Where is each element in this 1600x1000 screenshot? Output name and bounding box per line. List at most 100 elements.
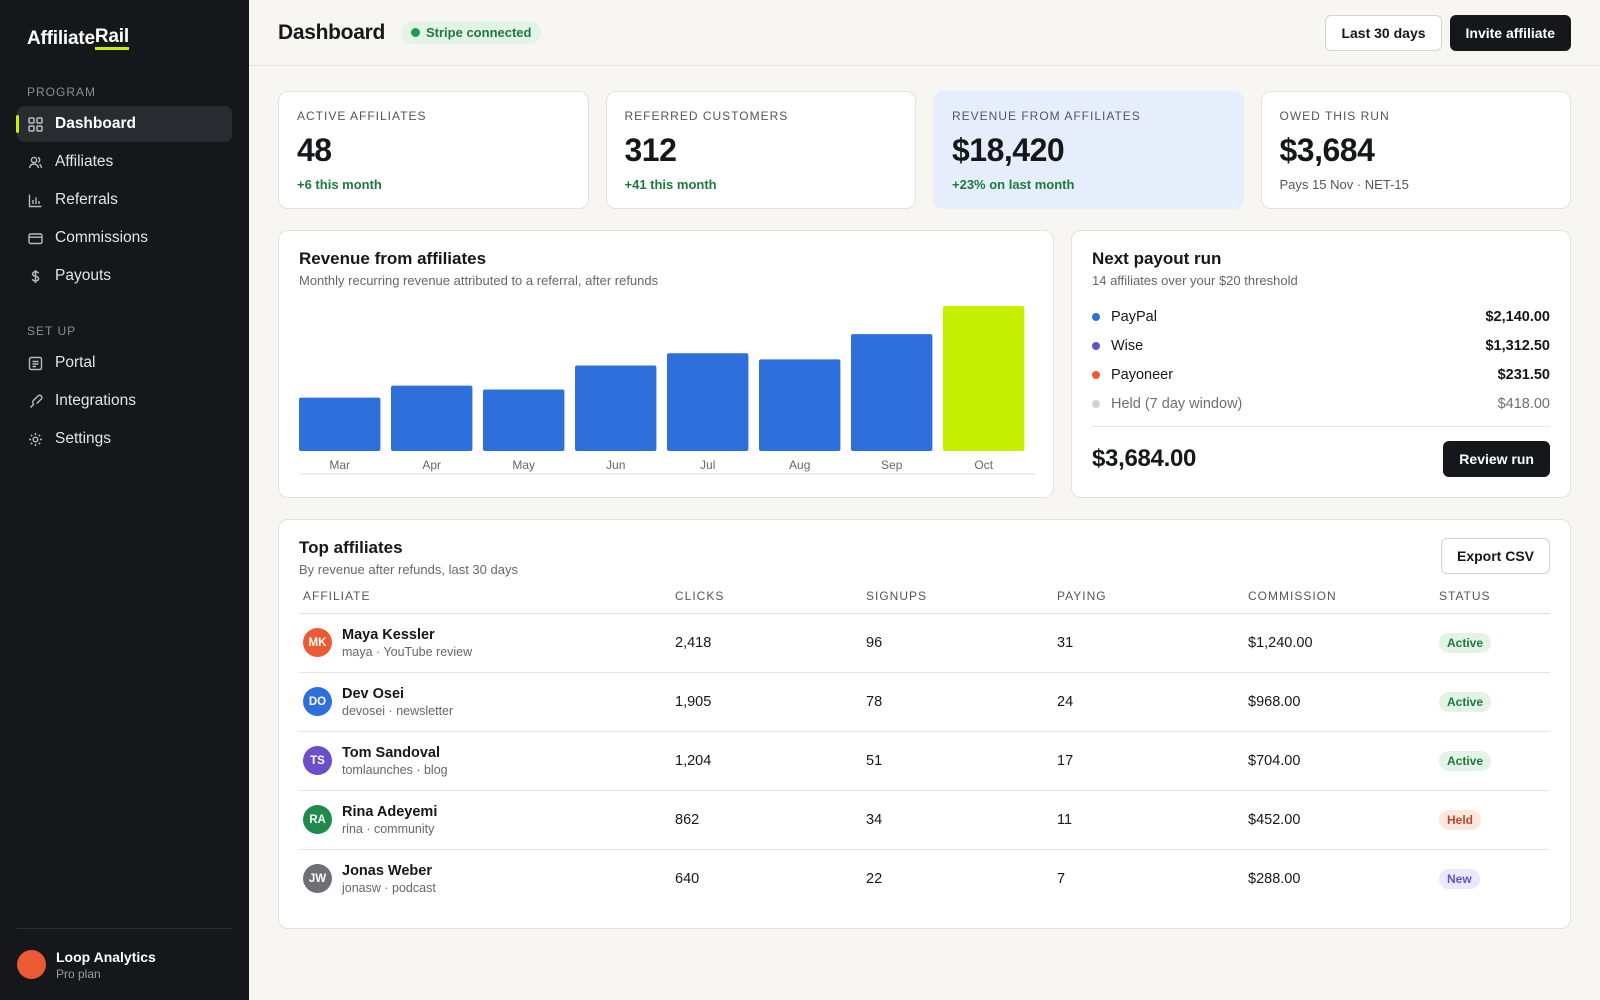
col-signups[interactable]: SIGNUPS bbox=[862, 589, 1053, 614]
bar-apr[interactable] bbox=[391, 385, 473, 451]
nav-section-program: PROGRAM bbox=[27, 85, 97, 99]
method-name: Wise bbox=[1111, 337, 1144, 354]
brand-logo[interactable]: Affiliate Rail bbox=[17, 0, 232, 77]
tick-label: Oct bbox=[974, 458, 993, 472]
sidebar-item-label: Referrals bbox=[55, 191, 118, 208]
sidebar-item-label: Settings bbox=[55, 430, 112, 447]
date-range-button[interactable]: Last 30 days bbox=[1325, 14, 1442, 51]
content: ACTIVE AFFILIATES 48 +6 this month REFER… bbox=[249, 66, 1600, 929]
method-dot-icon bbox=[1092, 312, 1100, 321]
bar-jun[interactable] bbox=[575, 365, 657, 452]
sidebar-item-dashboard[interactable]: Dashboard bbox=[16, 106, 232, 142]
table-row[interactable]: TS Tom Sandoval tomlaunches · blog 1,204 51 1… bbox=[299, 731, 1550, 791]
bar-jul[interactable] bbox=[667, 353, 749, 451]
review-run-button[interactable]: Review run bbox=[1443, 441, 1550, 477]
affiliate-name[interactable]: Maya Kessler bbox=[342, 626, 435, 643]
nav-section-setup: SET UP bbox=[27, 324, 77, 338]
cell-status: Active bbox=[1435, 672, 1550, 732]
status-badge: Stripe connected bbox=[401, 21, 542, 44]
method-dot-icon bbox=[1092, 399, 1100, 408]
export-csv-button[interactable]: Export CSV bbox=[1440, 538, 1550, 574]
stats-row: ACTIVE AFFILIATES 48 +6 this month REFER… bbox=[278, 91, 1571, 209]
top-affiliates-card: Top affiliates By revenue after refunds,… bbox=[278, 519, 1571, 929]
stat-change: +23% on last month bbox=[952, 177, 1075, 192]
method-name: Held (7 day window) bbox=[1111, 395, 1243, 412]
cell-paying: 7 bbox=[1057, 870, 1066, 887]
tick-label: Jul bbox=[700, 458, 715, 472]
sidebar-item-affiliates[interactable]: Affiliates bbox=[17, 144, 232, 180]
stat-label: REFERRED CUSTOMERS bbox=[624, 109, 789, 123]
bar-oct[interactable] bbox=[943, 306, 1025, 451]
sidebar-item-portal[interactable]: Portal bbox=[17, 345, 232, 381]
col-clicks[interactable]: CLICKS bbox=[671, 589, 862, 614]
table-row[interactable]: MK Maya Kessler maya · YouTube review 2,418… bbox=[299, 613, 1550, 673]
affiliate-meta: devosei · newsletter bbox=[342, 703, 454, 718]
nav-program: PROGRAM Dashboard Affiliates Referrals C… bbox=[16, 77, 232, 296]
col-status[interactable]: STATUS bbox=[1435, 589, 1550, 614]
dollar-icon bbox=[27, 268, 43, 284]
method-name: PayPal bbox=[1111, 308, 1157, 325]
link-icon bbox=[27, 393, 43, 409]
bar-mar[interactable] bbox=[299, 397, 381, 451]
cell-commission: $1,240.00 bbox=[1244, 613, 1435, 673]
card-icon bbox=[27, 230, 43, 246]
method-amount: $231.50 bbox=[1497, 366, 1550, 383]
table-subtitle: By revenue after refunds, last 30 days bbox=[299, 562, 518, 577]
stat-revenue-from-affiliates: REVENUE FROM AFFILIATES $18,420 +23% on … bbox=[933, 91, 1244, 209]
affiliate-meta: rina · community bbox=[342, 821, 435, 836]
users-icon bbox=[27, 154, 43, 170]
col-affiliate[interactable]: AFFILIATE bbox=[299, 589, 671, 614]
cell-paying: 11 bbox=[1053, 790, 1244, 850]
cell-paying: 17 bbox=[1053, 731, 1244, 791]
chart-svg: Mar Apr May Jun Jul Aug Sep Oct bbox=[299, 306, 1035, 475]
cell-signups: 78 bbox=[862, 672, 1053, 732]
affiliate-cell: RA Rina Adeyemi rina · community bbox=[303, 804, 671, 836]
cell-commission: $452.00 bbox=[1244, 790, 1435, 850]
bar-sep[interactable] bbox=[851, 334, 933, 451]
divider bbox=[1092, 426, 1550, 427]
stat-active-affiliates: ACTIVE AFFILIATES 48 +6 this month bbox=[278, 91, 589, 209]
chart-title: Revenue from affiliates bbox=[299, 249, 487, 268]
cell-commission: $288.00 bbox=[1248, 870, 1301, 887]
sidebar-item-payouts[interactable]: Payouts bbox=[17, 258, 232, 294]
sidebar-item-integrations[interactable]: Integrations bbox=[17, 383, 232, 419]
affiliate-name[interactable]: Jonas Weber bbox=[342, 862, 432, 879]
affiliate-cell: TS Tom Sandoval tomlaunches · blog bbox=[303, 745, 671, 777]
stat-label: OWED THIS RUN bbox=[1279, 109, 1390, 123]
sidebar-item-commissions[interactable]: Commissions bbox=[17, 220, 232, 256]
col-paying[interactable]: PAYING bbox=[1053, 589, 1244, 614]
cell-signups: 22 bbox=[866, 870, 883, 887]
stat-value: 312 bbox=[624, 132, 677, 168]
account-switcher[interactable]: Loop Analytics Pro plan bbox=[17, 928, 232, 1000]
sidebar: Affiliate Rail PROGRAM Dashboard Affiliat… bbox=[0, 0, 249, 1000]
sidebar-item-settings[interactable]: Settings bbox=[17, 421, 232, 457]
sidebar-item-label: Dashboard bbox=[55, 115, 136, 132]
table-row[interactable]: JW Jonas Weber jonasw · podcast 640 22 7 $288.… bbox=[299, 849, 1550, 908]
cell-signups: 34 bbox=[862, 790, 1053, 850]
tick-label: Aug bbox=[789, 458, 810, 472]
affiliate-name[interactable]: Dev Osei bbox=[342, 685, 405, 702]
affiliate-meta: tomlaunches · blog bbox=[342, 762, 448, 777]
method-amount: $1,312.50 bbox=[1485, 337, 1550, 354]
table-row[interactable]: RA Rina Adeyemi rina · community 862 34 11 $45… bbox=[299, 790, 1550, 850]
invite-affiliate-button[interactable]: Invite affiliate bbox=[1449, 14, 1571, 51]
bar-may[interactable] bbox=[483, 389, 565, 452]
status-pill: Held bbox=[1439, 809, 1482, 830]
table-row[interactable]: DO Dev Osei devosei · newsletter 1,905 78 24 $… bbox=[299, 672, 1550, 732]
affiliate-name[interactable]: Tom Sandoval bbox=[342, 744, 441, 761]
sidebar-item-referrals[interactable]: Referrals bbox=[17, 182, 232, 218]
payout-method-row: Wise $1,312.50 bbox=[1092, 331, 1550, 360]
bar-aug[interactable] bbox=[759, 359, 841, 451]
payout-methods-list: PayPal $2,140.00 Wise $1,312.50 Payoneer $231… bbox=[1092, 302, 1550, 418]
cell-status: New bbox=[1435, 849, 1550, 908]
payout-footer: $3,684.00 Review run bbox=[1092, 441, 1550, 477]
method-amount: $418.00 bbox=[1497, 395, 1550, 412]
chart-subtitle: Monthly recurring revenue attributed to … bbox=[299, 273, 659, 288]
account-plan: Pro plan bbox=[56, 966, 101, 981]
affiliate-cell: DO Dev Osei devosei · newsletter bbox=[303, 686, 671, 718]
table-body: MK Maya Kessler maya · YouTube review 2,418… bbox=[299, 613, 1550, 908]
col-commission[interactable]: COMMISSION bbox=[1244, 589, 1435, 614]
affiliate-name[interactable]: Rina Adeyemi bbox=[342, 803, 438, 820]
payout-method-row: PayPal $2,140.00 bbox=[1092, 302, 1550, 331]
sidebar-item-label: Commissions bbox=[55, 229, 149, 246]
